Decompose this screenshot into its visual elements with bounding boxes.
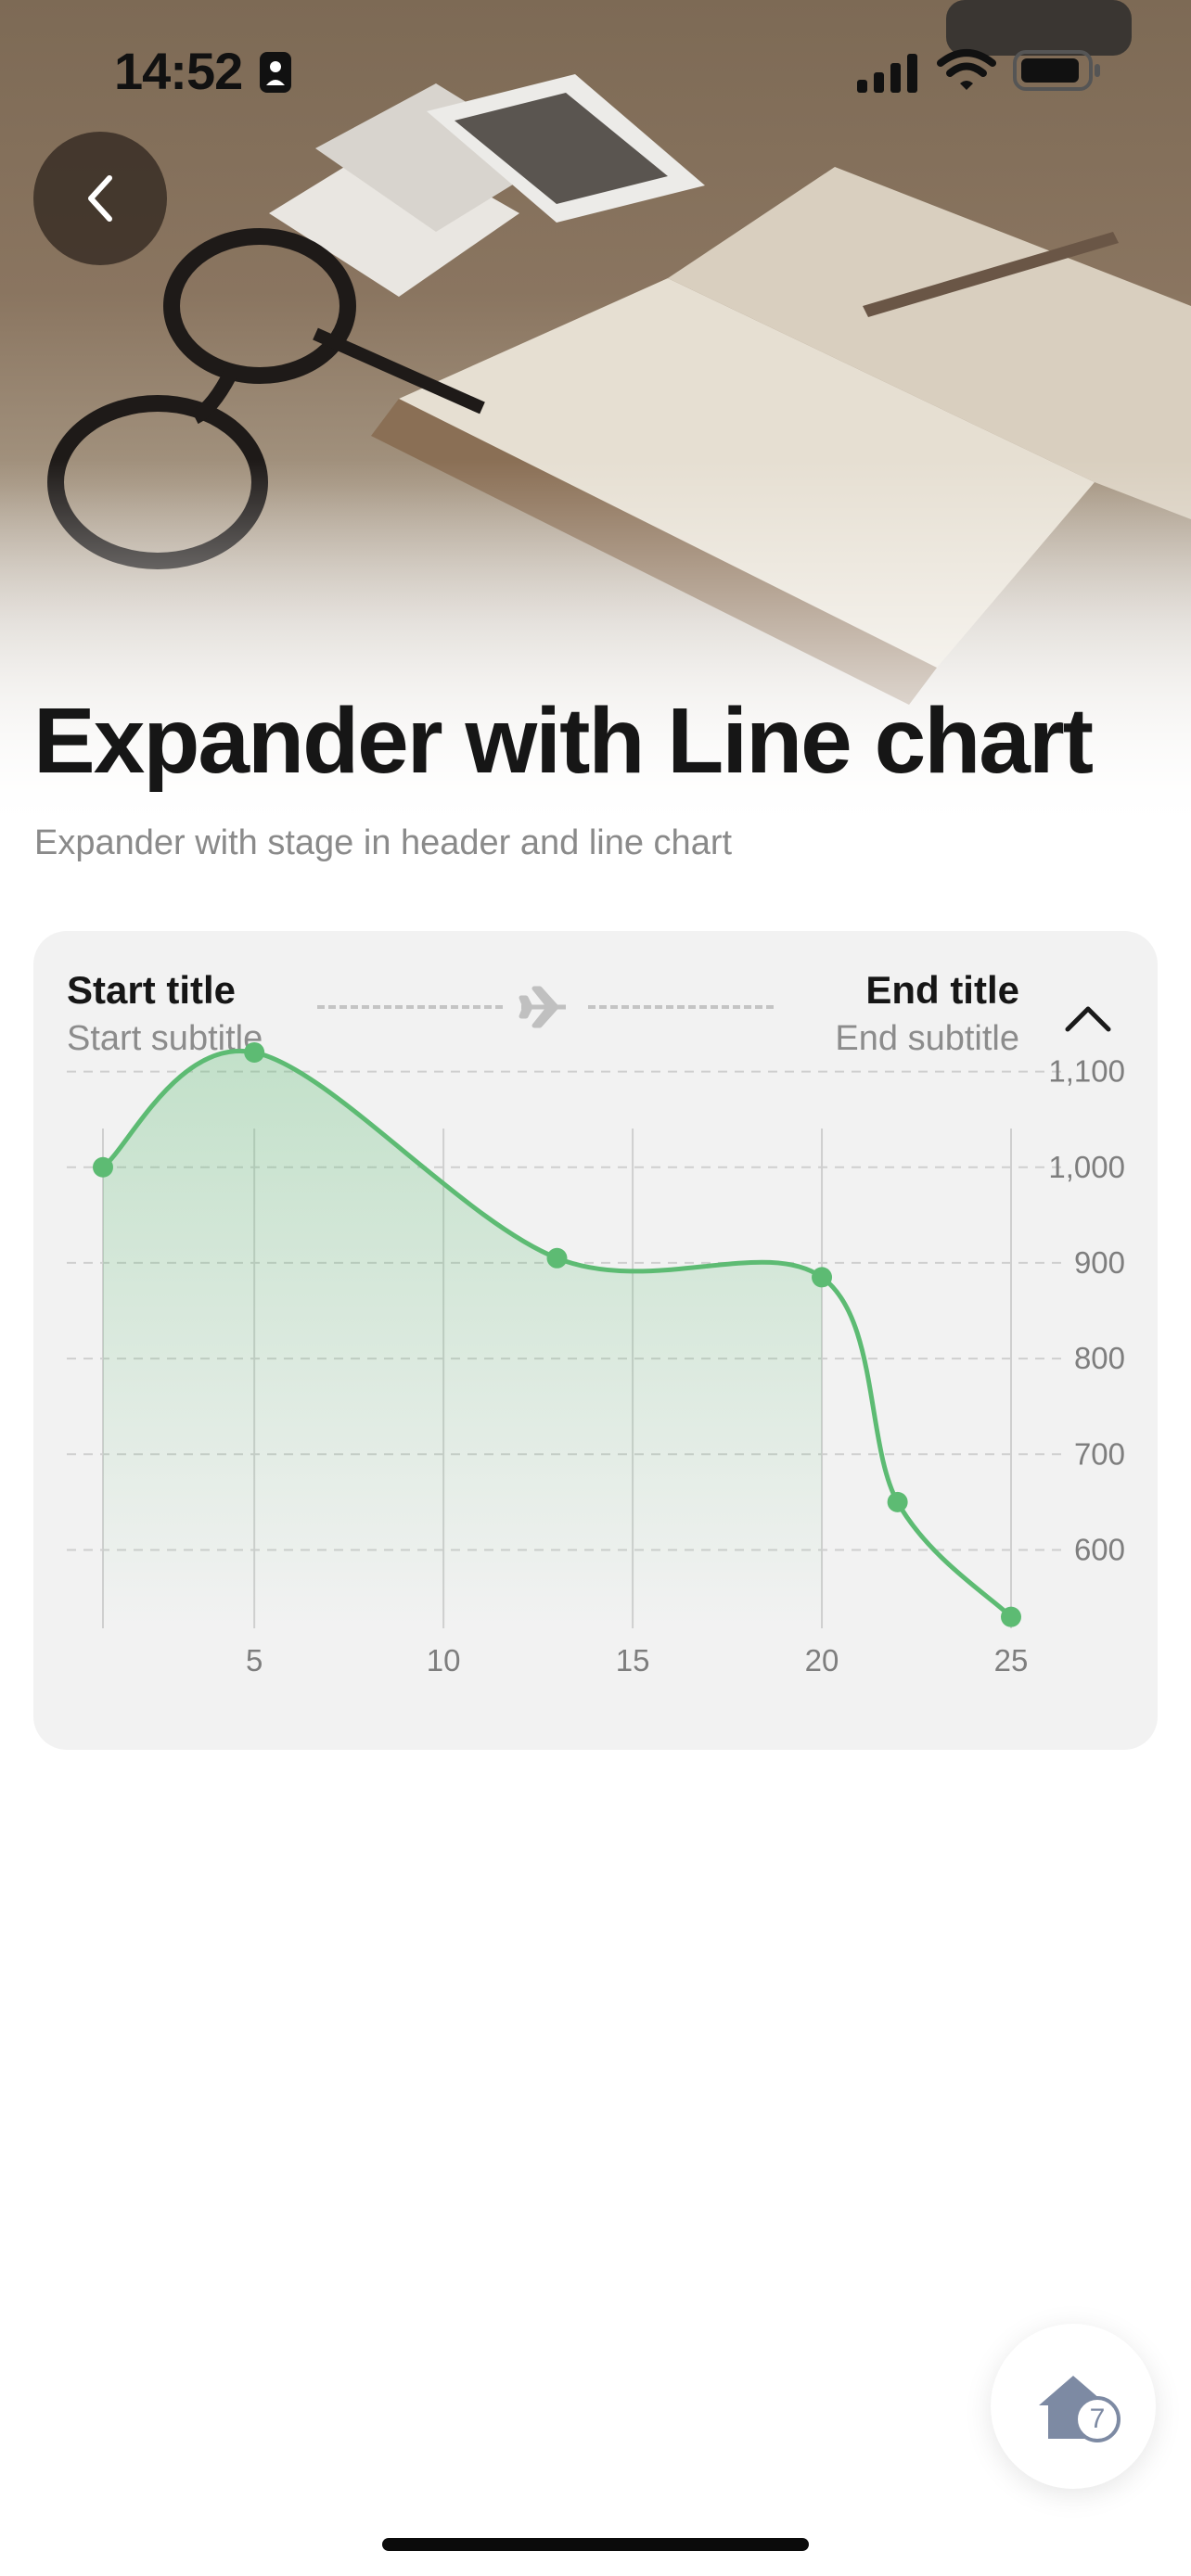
y-tick-label: 700	[1074, 1436, 1125, 1471]
expander-card: Start title Start subtitle End title End…	[33, 931, 1158, 1750]
y-tick-label: 1,000	[1048, 1150, 1125, 1184]
home-indicator	[382, 2538, 809, 2551]
chart-point	[244, 1042, 264, 1063]
focus-badge-icon	[258, 50, 295, 95]
chart-area-fill	[103, 1051, 1011, 1628]
chart-point	[547, 1248, 568, 1269]
y-tick-label: 800	[1074, 1341, 1125, 1375]
wifi-icon	[937, 48, 996, 93]
page-title: Expander with Line chart	[33, 688, 1092, 795]
status-bar: 14:52	[0, 0, 1191, 139]
line-chart: 5 10 15 20 25 1,100 1,000 900 800 700 600	[33, 931, 1158, 1750]
y-tick-label: 1,100	[1048, 1054, 1125, 1089]
back-button[interactable]	[33, 132, 167, 265]
page-subtitle: Expander with stage in header and line c…	[34, 823, 732, 863]
chart-point	[888, 1492, 908, 1512]
battery-icon	[1013, 50, 1102, 91]
x-tick-label: 20	[805, 1643, 839, 1677]
x-tick-label: 15	[616, 1643, 650, 1677]
chart-point	[812, 1267, 832, 1287]
chart-point	[1001, 1607, 1021, 1627]
fab-count-badge: 7	[1074, 2396, 1121, 2442]
y-tick-label: 900	[1074, 1245, 1125, 1280]
x-tick-label: 5	[246, 1643, 263, 1677]
y-tick-label: 600	[1074, 1532, 1125, 1566]
cellular-signal-icon	[855, 52, 920, 93]
chart-point	[93, 1157, 113, 1178]
home-fab-button[interactable]: 7	[991, 2324, 1156, 2489]
status-time: 14:52	[114, 41, 242, 101]
chevron-left-icon	[82, 171, 119, 226]
x-tick-label: 10	[427, 1643, 461, 1677]
x-tick-label: 25	[994, 1643, 1029, 1677]
